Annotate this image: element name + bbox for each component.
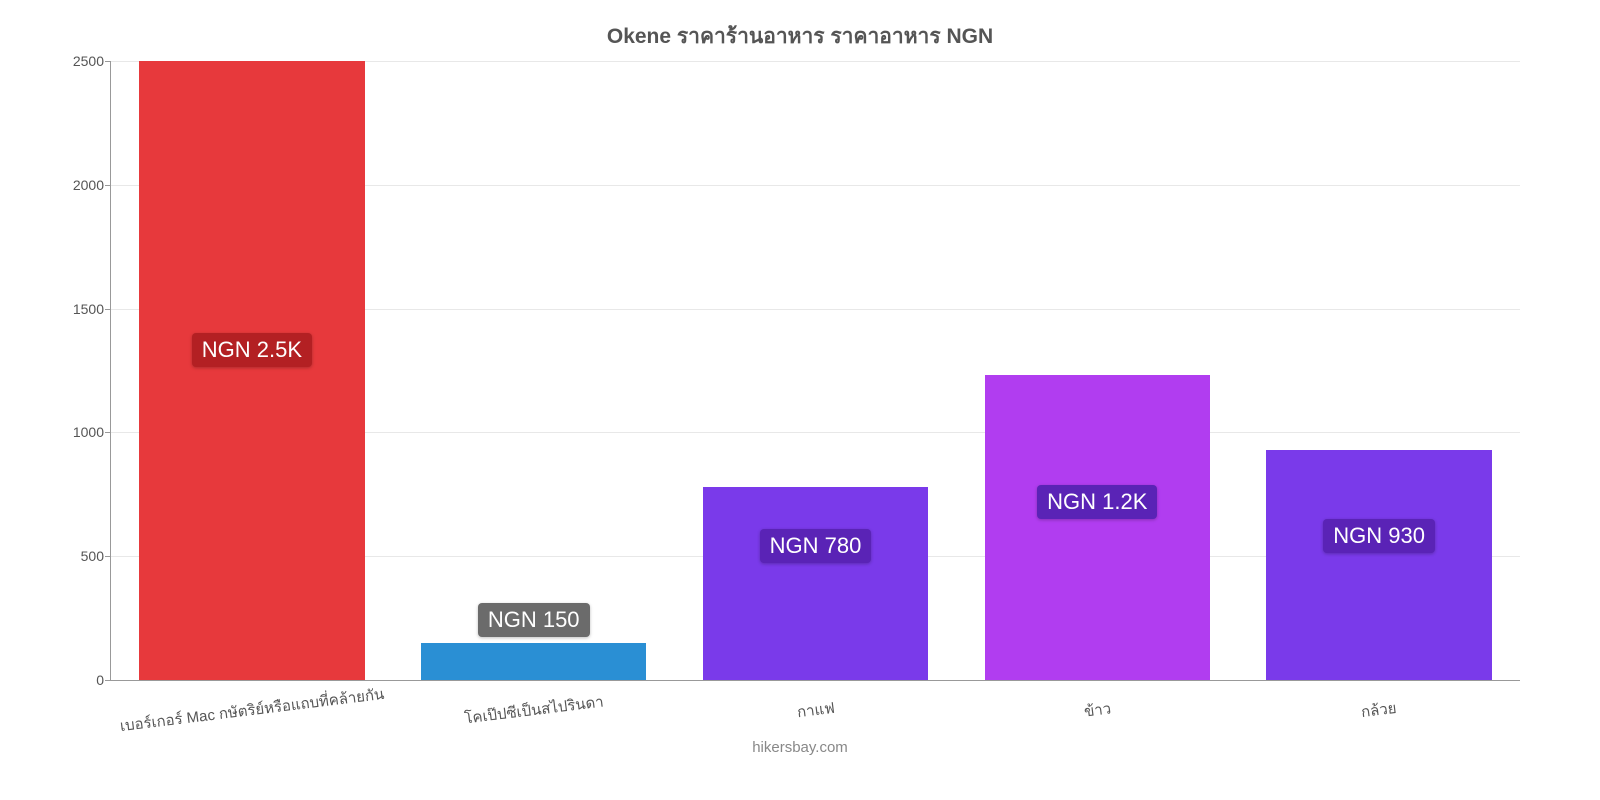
bar: NGN 930 <box>1266 450 1491 680</box>
bar-value-label: NGN 930 <box>1323 519 1435 553</box>
x-tick-label: กาแฟ <box>675 680 957 722</box>
bar-value-label: NGN 2.5K <box>192 333 312 367</box>
chart-title: Okene ราคาร้านอาหาร ราคาอาหาร NGN <box>40 20 1560 53</box>
bar-value-label: NGN 150 <box>478 603 590 637</box>
bar: NGN 780 <box>703 487 928 680</box>
price-bar-chart: Okene ราคาร้านอาหาร ราคาอาหาร NGN 0 500 10… <box>40 20 1560 780</box>
attribution-text: hikersbay.com <box>40 739 1560 756</box>
bar-slot: NGN 150 <box>393 61 675 680</box>
bar-slot: NGN 1.2K <box>956 61 1238 680</box>
bar-slot: NGN 780 <box>675 61 957 680</box>
bar: NGN 150 <box>421 643 646 680</box>
plot-area: 05001000150020002500 NGN 2.5KNGN 150NGN … <box>110 61 1520 681</box>
bar-value-label: NGN 780 <box>760 529 872 563</box>
bar-value-label: NGN 1.2K <box>1037 485 1157 519</box>
bar-slot: NGN 930 <box>1238 61 1520 680</box>
y-tick-label: 2000 <box>56 177 104 193</box>
y-tick-label: 2500 <box>56 53 104 69</box>
x-tick-label: ข้าว <box>956 680 1238 722</box>
y-tick-label: 0 <box>56 672 104 688</box>
x-tick-label: เบอร์เกอร์ Mac กษัตริย์หรือแถบที่คล้ายกั… <box>111 680 393 722</box>
y-tick-label: 500 <box>56 548 104 564</box>
bar: NGN 1.2K <box>985 375 1210 680</box>
bar-slot: NGN 2.5K <box>111 61 393 680</box>
x-tick-label: กล้วย <box>1238 680 1520 722</box>
x-tick-label: โคเป๊ปซีเป็นสไปรินดา <box>393 680 675 722</box>
y-tick-label: 1000 <box>56 424 104 440</box>
y-tick-label: 1500 <box>56 301 104 317</box>
bar: NGN 2.5K <box>139 61 364 680</box>
